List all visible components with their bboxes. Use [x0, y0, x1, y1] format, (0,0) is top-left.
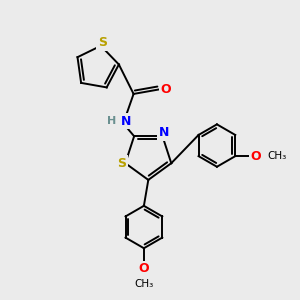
Text: CH₃: CH₃	[134, 279, 154, 289]
Text: N: N	[159, 126, 169, 139]
Text: S: S	[98, 36, 107, 50]
Text: N: N	[121, 115, 131, 128]
Text: O: O	[139, 262, 149, 275]
Text: O: O	[161, 83, 171, 96]
Text: CH₃: CH₃	[268, 151, 287, 161]
Text: O: O	[250, 150, 261, 163]
Text: S: S	[117, 157, 126, 170]
Text: H: H	[107, 116, 117, 126]
